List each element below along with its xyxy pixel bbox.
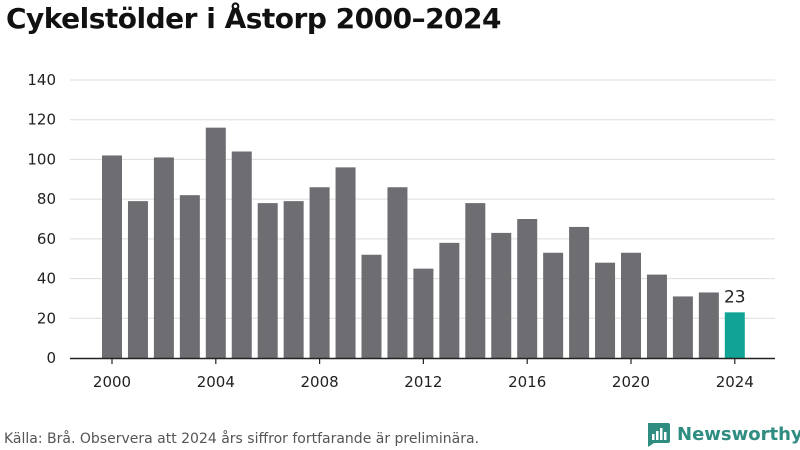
x-tick-label: 2004 xyxy=(197,373,235,391)
brand-name: Newsworthy xyxy=(677,423,800,445)
y-tick-label: 80 xyxy=(37,190,56,208)
bar xyxy=(335,167,356,358)
bars xyxy=(102,127,745,358)
bar xyxy=(257,203,278,358)
bar xyxy=(205,127,226,358)
y-tick-label: 0 xyxy=(46,349,56,367)
x-tick-label: 2008 xyxy=(301,373,339,391)
bar xyxy=(672,296,693,358)
brand-logo: Newsworthy xyxy=(645,421,800,447)
bar xyxy=(413,268,434,358)
bar xyxy=(595,262,616,358)
labels: 0 20 40 60 80 100 120 140 23 2000 2004 2008 2012 2016… xyxy=(27,71,754,391)
y-tick-label: 20 xyxy=(37,309,56,327)
data-label: 23 xyxy=(724,287,746,307)
y-tick-label: 100 xyxy=(27,150,56,168)
x-tick-label: 2024 xyxy=(716,373,754,391)
bar xyxy=(283,201,304,358)
bar xyxy=(646,274,667,358)
axes xyxy=(70,357,775,364)
bar xyxy=(179,195,200,358)
newsworthy-logo-icon xyxy=(648,423,670,447)
x-tick-label: 2012 xyxy=(404,373,442,391)
bar xyxy=(102,155,122,358)
bar xyxy=(387,187,408,358)
y-tick-label: 60 xyxy=(37,230,56,248)
bar xyxy=(621,252,641,358)
source-note: Källa: Brå. Observera att 2024 års siffr… xyxy=(4,431,480,447)
bar xyxy=(231,151,252,358)
bar xyxy=(153,157,174,358)
bar xyxy=(361,254,382,358)
y-tick-label: 140 xyxy=(27,71,56,89)
y-tick-label: 40 xyxy=(37,270,56,288)
bar xyxy=(698,292,719,358)
x-tick-label: 2016 xyxy=(508,373,546,391)
bar-highlight xyxy=(724,312,745,358)
x-tick-label: 2020 xyxy=(612,373,650,391)
bar xyxy=(127,201,148,358)
y-tick-label: 120 xyxy=(27,111,56,129)
bar xyxy=(465,203,486,358)
bar xyxy=(517,219,538,358)
bar xyxy=(543,252,564,358)
bar xyxy=(569,226,590,358)
chart-title: Cykelstölder i Åstorp 2000–2024 xyxy=(6,2,502,35)
bar xyxy=(309,187,330,358)
bar xyxy=(439,242,460,358)
bar xyxy=(491,232,512,358)
x-tick-label: 2000 xyxy=(93,373,131,391)
